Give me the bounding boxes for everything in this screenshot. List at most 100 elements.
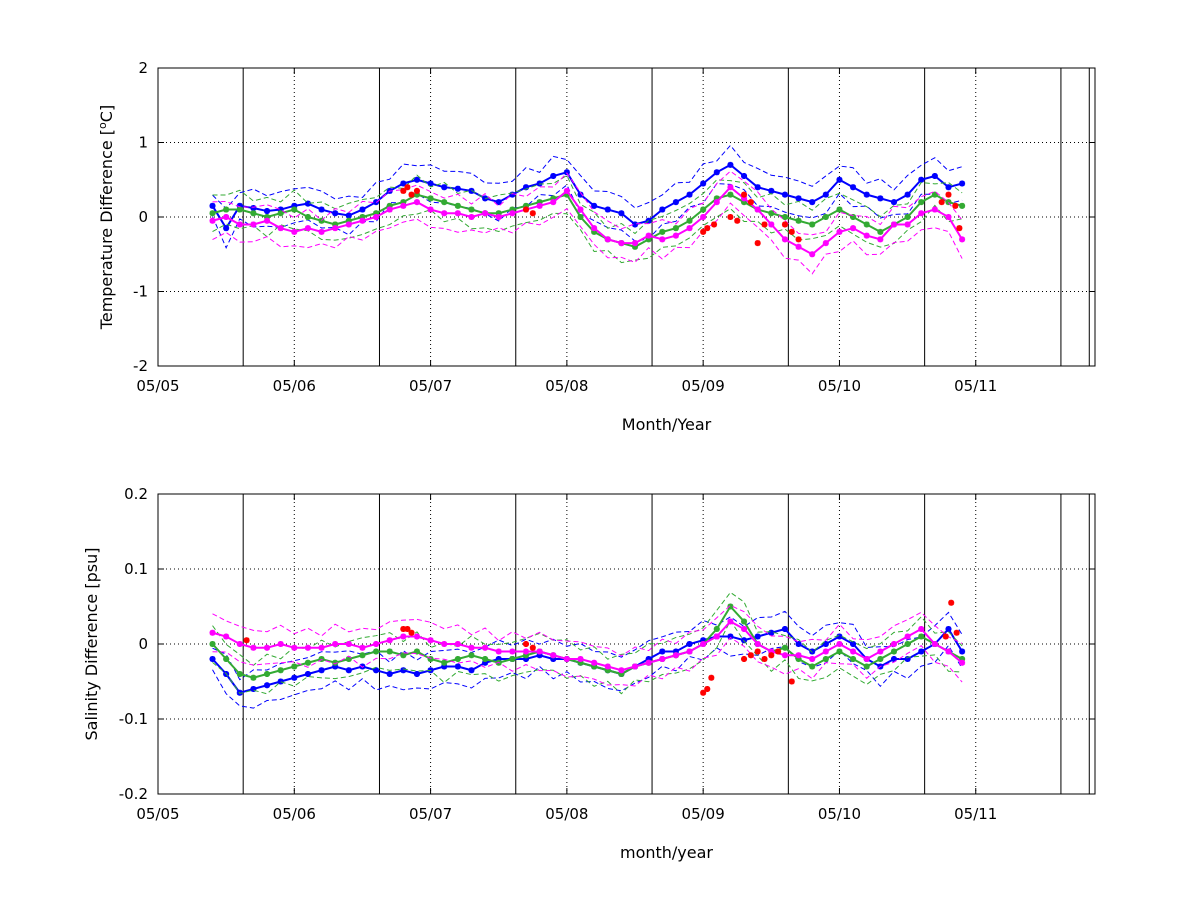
data-point — [413, 199, 420, 206]
axes-frame — [157, 493, 1096, 795]
data-point — [836, 641, 843, 647]
data-point — [768, 187, 775, 194]
data-point — [904, 656, 911, 662]
data-point — [918, 210, 925, 217]
data-point — [704, 686, 711, 692]
data-point — [704, 225, 711, 232]
temperature-panel: 05/05 05/06 05/07 05/08 05/09 05/10 05/11 -2 -1 0… — [96, 59, 1096, 434]
data-point — [404, 184, 411, 191]
series-lower-band — [212, 204, 963, 264]
data-point — [277, 210, 284, 217]
data-point — [850, 184, 857, 191]
data-point — [332, 225, 339, 232]
data-point — [591, 663, 598, 670]
data-point — [536, 202, 543, 209]
data-point — [550, 199, 557, 206]
series-lower-band — [212, 202, 963, 275]
data-point — [959, 202, 966, 209]
x-tick-label: 05/05 — [136, 377, 179, 395]
data-point — [754, 648, 761, 655]
data-point — [482, 656, 489, 662]
data-point — [264, 214, 271, 220]
data-point — [956, 225, 963, 232]
data-point — [345, 641, 352, 647]
data-point — [332, 210, 339, 217]
data-point — [822, 641, 829, 647]
series-upper-band — [212, 610, 963, 681]
data-point — [727, 603, 734, 610]
data-point — [700, 689, 707, 696]
data-point — [522, 206, 529, 213]
data-point — [741, 618, 748, 625]
data-point — [304, 659, 311, 666]
data-point — [536, 199, 543, 206]
data-point — [877, 648, 884, 655]
data-point — [250, 205, 257, 212]
data-point — [318, 644, 325, 651]
data-point — [781, 214, 788, 220]
data-point — [890, 656, 897, 662]
data-point — [468, 652, 475, 659]
data-point — [788, 228, 795, 235]
data-point — [788, 678, 795, 685]
data-point — [408, 191, 415, 198]
data-point — [373, 214, 380, 220]
data-point — [495, 648, 502, 655]
data-point — [809, 221, 816, 228]
data-point — [223, 633, 230, 640]
data-point — [359, 214, 366, 220]
data-point — [863, 221, 870, 228]
data-point — [413, 176, 420, 183]
data-point — [700, 206, 707, 213]
data-point — [809, 251, 816, 258]
data-point — [850, 648, 857, 655]
data-point — [408, 629, 415, 636]
data-point — [918, 176, 925, 183]
data-point — [536, 652, 543, 659]
data-point — [522, 648, 529, 655]
data-point — [918, 626, 925, 632]
data-point — [713, 169, 720, 176]
data-point — [236, 221, 243, 228]
data-point — [942, 633, 949, 640]
data-point — [632, 243, 639, 250]
data-point — [345, 656, 352, 662]
data-point — [563, 187, 570, 194]
data-point — [482, 644, 489, 651]
data-point — [522, 202, 529, 209]
data-point — [781, 644, 788, 651]
data-point — [686, 225, 693, 232]
data-point — [359, 663, 366, 670]
data-point — [264, 217, 271, 224]
data-point — [713, 199, 720, 206]
data-point — [359, 206, 366, 213]
data-point — [373, 210, 380, 217]
data-point — [250, 686, 257, 692]
data-point — [359, 652, 366, 659]
data-point — [645, 659, 652, 666]
data-point — [495, 214, 502, 220]
y-tick-label: -2 — [133, 357, 148, 375]
data-point — [468, 214, 475, 220]
data-point — [345, 667, 352, 674]
data-point — [291, 228, 298, 235]
data-point — [863, 191, 870, 198]
data-point — [277, 678, 284, 685]
data-point — [754, 184, 761, 191]
salinity-panel: 05/05 05/06 05/07 05/08 05/09 05/10 05/11 -0.2 -… — [82, 485, 1096, 862]
data-point — [768, 210, 775, 217]
data-point — [727, 214, 734, 220]
data-point — [577, 659, 584, 666]
data-point — [727, 184, 734, 191]
y-tick-label: 1 — [138, 134, 148, 152]
data-point — [441, 184, 448, 191]
data-point — [713, 195, 720, 202]
x-tick-label: 05/09 — [682, 377, 725, 395]
y-axis-label: Salinity Difference [psu] — [82, 548, 101, 741]
data-point — [236, 206, 243, 213]
data-point — [441, 199, 448, 206]
data-point — [332, 641, 339, 647]
data-point — [659, 236, 666, 243]
data-point — [672, 225, 679, 232]
data-point — [427, 180, 434, 187]
